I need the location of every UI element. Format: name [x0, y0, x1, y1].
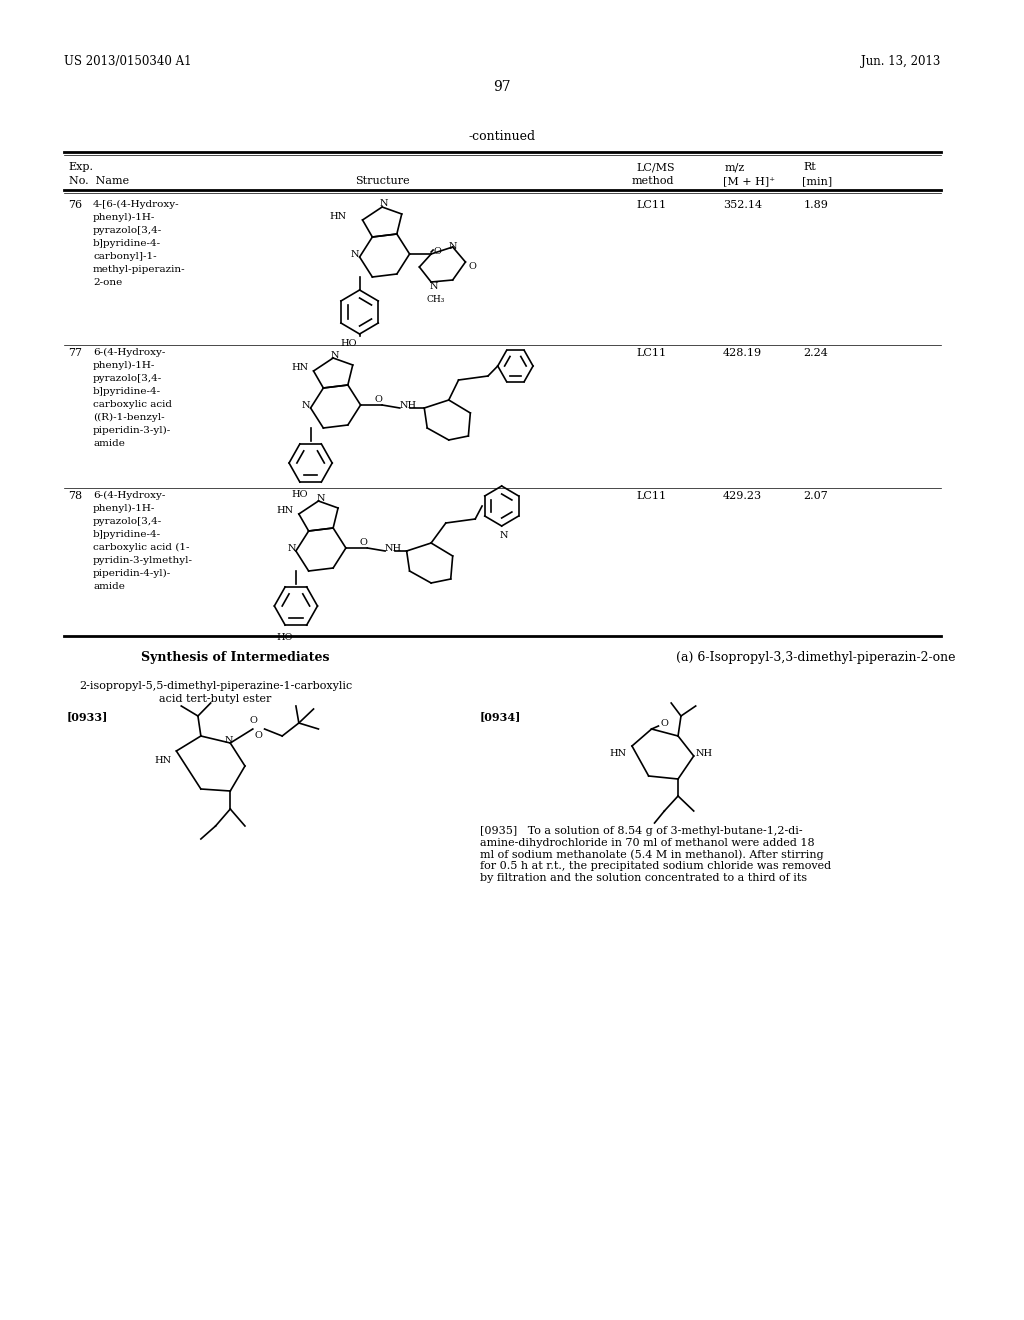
Text: [0933]: [0933] — [67, 711, 108, 722]
Text: [0935]   To a solution of 8.54 g of 3-methyl-butane-1,2-di-
amine-dihydrochlorid: [0935] To a solution of 8.54 g of 3-meth… — [480, 826, 831, 883]
Text: amide: amide — [93, 582, 125, 591]
Text: 6-(4-Hydroxy-: 6-(4-Hydroxy- — [93, 491, 166, 500]
Text: 2-isopropyl-5,5-dimethyl-piperazine-1-carboxylic: 2-isopropyl-5,5-dimethyl-piperazine-1-ca… — [79, 681, 352, 690]
Text: piperidin-3-yl)-: piperidin-3-yl)- — [93, 426, 171, 436]
Text: 428.19: 428.19 — [723, 348, 762, 358]
Text: LC11: LC11 — [637, 348, 667, 358]
Text: HO: HO — [340, 339, 356, 348]
Text: N: N — [500, 531, 508, 540]
Text: pyrazolo[3,4-: pyrazolo[3,4- — [93, 226, 163, 235]
Text: [min]: [min] — [802, 176, 831, 186]
Text: 76: 76 — [69, 201, 83, 210]
Text: 77: 77 — [69, 348, 83, 358]
Text: amide: amide — [93, 440, 125, 447]
Text: O: O — [250, 715, 258, 725]
Text: N: N — [449, 242, 457, 251]
Text: method: method — [632, 176, 675, 186]
Text: O: O — [375, 395, 382, 404]
Text: N: N — [302, 401, 310, 411]
Text: b]pyridine-4-: b]pyridine-4- — [93, 531, 161, 539]
Text: 97: 97 — [493, 81, 511, 94]
Text: carbonyl]-1-: carbonyl]-1- — [93, 252, 157, 261]
Text: LC11: LC11 — [637, 201, 667, 210]
Text: ((R)-1-benzyl-: ((R)-1-benzyl- — [93, 413, 165, 422]
Text: N: N — [316, 494, 325, 503]
Text: N: N — [225, 737, 233, 744]
Text: US 2013/0150340 A1: US 2013/0150340 A1 — [63, 55, 191, 69]
Text: phenyl)-1H-: phenyl)-1H- — [93, 213, 156, 222]
Text: 2-one: 2-one — [93, 279, 122, 286]
Text: 6-(4-Hydroxy-: 6-(4-Hydroxy- — [93, 348, 166, 358]
Text: HN: HN — [155, 756, 172, 766]
Text: 4-[6-(4-Hydroxy-: 4-[6-(4-Hydroxy- — [93, 201, 179, 209]
Text: carboxylic acid (1-: carboxylic acid (1- — [93, 543, 189, 552]
Text: 352.14: 352.14 — [723, 201, 762, 210]
Text: HN: HN — [291, 363, 308, 372]
Text: (a) 6-Isopropyl-3,3-dimethyl-piperazin-2-one: (a) 6-Isopropyl-3,3-dimethyl-piperazin-2… — [676, 651, 955, 664]
Text: acid tert-butyl ester: acid tert-butyl ester — [160, 694, 271, 704]
Text: Rt: Rt — [804, 162, 816, 172]
Text: Exp.: Exp. — [69, 162, 93, 172]
Text: 1.89: 1.89 — [804, 201, 828, 210]
Text: HO: HO — [291, 490, 307, 499]
Text: HN: HN — [330, 213, 346, 220]
Text: methyl-piperazin-: methyl-piperazin- — [93, 265, 185, 275]
Text: [M + H]⁺: [M + H]⁺ — [723, 176, 775, 186]
Text: carboxylic acid: carboxylic acid — [93, 400, 172, 409]
Text: O: O — [433, 247, 441, 256]
Text: 429.23: 429.23 — [723, 491, 762, 502]
Text: HN: HN — [276, 506, 294, 515]
Text: b]pyridine-4-: b]pyridine-4- — [93, 239, 161, 248]
Text: Structure: Structure — [355, 176, 410, 186]
Text: pyrazolo[3,4-: pyrazolo[3,4- — [93, 517, 163, 525]
Text: NH: NH — [399, 401, 417, 411]
Text: piperidin-4-yl)-: piperidin-4-yl)- — [93, 569, 171, 578]
Text: LC11: LC11 — [637, 491, 667, 502]
Text: HN: HN — [609, 748, 627, 758]
Text: N: N — [331, 351, 339, 360]
Text: N: N — [287, 544, 296, 553]
Text: Jun. 13, 2013: Jun. 13, 2013 — [861, 55, 941, 69]
Text: No.  Name: No. Name — [69, 176, 129, 186]
Text: phenyl)-1H-: phenyl)-1H- — [93, 360, 156, 370]
Text: O: O — [660, 719, 669, 729]
Text: NH: NH — [695, 748, 713, 758]
Text: 2.24: 2.24 — [804, 348, 828, 358]
Text: CH₃: CH₃ — [426, 294, 444, 304]
Text: N: N — [351, 249, 359, 259]
Text: pyridin-3-ylmethyl-: pyridin-3-ylmethyl- — [93, 556, 194, 565]
Text: O: O — [468, 261, 476, 271]
Text: 2.07: 2.07 — [804, 491, 828, 502]
Text: NH: NH — [385, 544, 402, 553]
Text: phenyl)-1H-: phenyl)-1H- — [93, 504, 156, 513]
Text: pyrazolo[3,4-: pyrazolo[3,4- — [93, 374, 163, 383]
Text: O: O — [359, 539, 368, 546]
Text: b]pyridine-4-: b]pyridine-4- — [93, 387, 161, 396]
Text: HO: HO — [276, 634, 293, 642]
Text: LC/MS: LC/MS — [637, 162, 676, 172]
Text: Synthesis of Intermediates: Synthesis of Intermediates — [141, 651, 330, 664]
Text: O: O — [255, 731, 262, 741]
Text: 78: 78 — [69, 491, 83, 502]
Text: N: N — [429, 282, 437, 290]
Text: -continued: -continued — [468, 129, 536, 143]
Text: m/z: m/z — [725, 162, 745, 172]
Text: [0934]: [0934] — [480, 711, 521, 722]
Text: N: N — [380, 199, 388, 209]
